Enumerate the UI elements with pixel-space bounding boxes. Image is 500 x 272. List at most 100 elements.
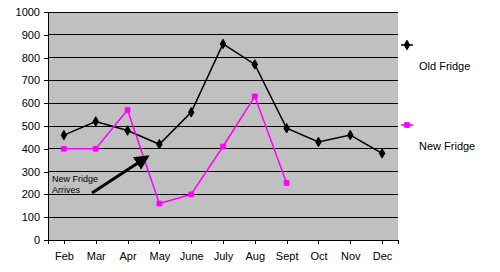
series-marker xyxy=(62,146,67,151)
y-tick-label: 400 xyxy=(22,143,40,155)
series-marker xyxy=(379,149,384,158)
y-tick-mark xyxy=(44,80,48,81)
y-tick-label: 500 xyxy=(22,120,40,132)
y-tick-mark xyxy=(44,35,48,36)
y-tick-label: 0 xyxy=(34,234,40,246)
x-axis-line xyxy=(49,241,399,245)
y-tick: 1000 xyxy=(16,6,48,18)
x-tick: Mar xyxy=(87,240,106,262)
series-marker xyxy=(220,39,225,48)
y-tick-mark xyxy=(44,172,48,173)
x-tick-mark xyxy=(159,240,160,244)
x-tick-mark xyxy=(64,240,65,244)
y-tick-mark xyxy=(44,126,48,127)
x-tick-label: Aug xyxy=(246,250,266,262)
x-tick-label: July xyxy=(214,250,234,262)
x-tick-mark xyxy=(382,240,383,244)
x-tick-mark xyxy=(350,240,351,244)
y-tick-label: 100 xyxy=(22,211,40,223)
y-axis: 0 100 200 300 400 500 600 700 800 900 1000 xyxy=(16,6,49,246)
y-tick-mark xyxy=(44,58,48,59)
series-marker xyxy=(93,117,98,126)
y-tick: 600 xyxy=(22,97,48,109)
x-tick-label: Dec xyxy=(373,250,393,262)
plot-background xyxy=(48,12,398,240)
x-tick-label: Oct xyxy=(310,250,327,262)
x-tick: Sept xyxy=(276,240,299,262)
legend-label: Old Fridge xyxy=(419,60,470,72)
x-tick: July xyxy=(214,240,234,262)
x-tick: Feb xyxy=(55,240,74,262)
x-tick-mark xyxy=(223,240,224,244)
x-tick-mark xyxy=(287,240,288,244)
x-tick-label: Mar xyxy=(87,250,106,262)
grid-line xyxy=(48,217,398,218)
y-tick-label: 600 xyxy=(22,97,40,109)
x-tick-label: Apr xyxy=(119,250,136,262)
y-tick-mark xyxy=(44,217,48,218)
annotation-arrow xyxy=(92,157,147,193)
x-tick-mark xyxy=(128,240,129,244)
y-tick-mark xyxy=(44,103,48,104)
marks xyxy=(61,39,385,206)
series-marker xyxy=(93,146,98,151)
y-tick: 500 xyxy=(22,120,48,132)
x-tick-label: Feb xyxy=(55,250,74,262)
legend-label: New Fridge xyxy=(419,140,475,152)
legend: Old Fridge New Fridge xyxy=(401,40,475,152)
x-tick-label: Nov xyxy=(341,250,361,262)
x-axis: Feb Mar Apr May June July Aug Sept Oct Nov Dec xyxy=(49,240,399,262)
x-tick-label: Sept xyxy=(276,250,299,262)
y-tick-mark xyxy=(44,149,48,150)
x-tick-label: June xyxy=(180,250,204,262)
y-tick-label: 1000 xyxy=(16,6,40,18)
x-tick-mark xyxy=(255,240,256,244)
y-tick-label: 900 xyxy=(22,29,40,41)
series-marker xyxy=(252,60,257,69)
grid-line xyxy=(48,34,398,35)
grid-line xyxy=(48,12,398,13)
series-line xyxy=(64,44,382,153)
y-tick: 800 xyxy=(22,52,48,64)
x-tick: May xyxy=(149,240,170,262)
grid-line xyxy=(48,80,398,81)
x-tick: Apr xyxy=(119,240,136,262)
series-marker xyxy=(252,94,257,99)
grid-line xyxy=(48,194,398,195)
series-line xyxy=(64,96,287,203)
y-tick-label: 700 xyxy=(22,74,40,86)
series-marker xyxy=(316,137,321,146)
x-tick-label: May xyxy=(149,250,170,262)
series-marker xyxy=(61,130,66,139)
y-tick-label: 800 xyxy=(22,52,40,64)
y-tick: 100 xyxy=(22,211,48,223)
annotation-text: New FridgeArrives xyxy=(52,174,98,195)
y-tick-mark xyxy=(44,240,48,241)
y-tick: 300 xyxy=(22,166,48,178)
grid-line xyxy=(48,103,398,104)
x-tick: Oct xyxy=(310,240,327,262)
grid-line xyxy=(48,171,398,172)
y-tick-mark xyxy=(44,12,48,13)
series-marker xyxy=(157,201,162,206)
x-tick-mark xyxy=(318,240,319,244)
grid-line xyxy=(48,126,398,127)
x-tick-mark xyxy=(191,240,192,244)
series-marker xyxy=(189,192,194,197)
y-tick-label: 300 xyxy=(22,166,40,178)
series-marker xyxy=(157,139,162,148)
x-tick: Aug xyxy=(246,240,266,262)
y-tick: 0 xyxy=(34,234,48,246)
grid-line xyxy=(48,57,398,58)
chart: 0 100 200 300 400 500 600 700 800 900 1000 Feb Mar Ap… xyxy=(0,0,500,272)
y-tick: 700 xyxy=(22,74,48,86)
annotation: New FridgeArrives xyxy=(52,157,147,195)
grid xyxy=(48,12,398,240)
x-tick: Dec xyxy=(373,240,393,262)
y-tick-mark xyxy=(44,194,48,195)
series-marker xyxy=(284,124,289,133)
series-marker xyxy=(348,130,353,139)
series-marker xyxy=(284,181,289,186)
y-tick-label: 200 xyxy=(22,188,40,200)
y-tick: 400 xyxy=(22,143,48,155)
